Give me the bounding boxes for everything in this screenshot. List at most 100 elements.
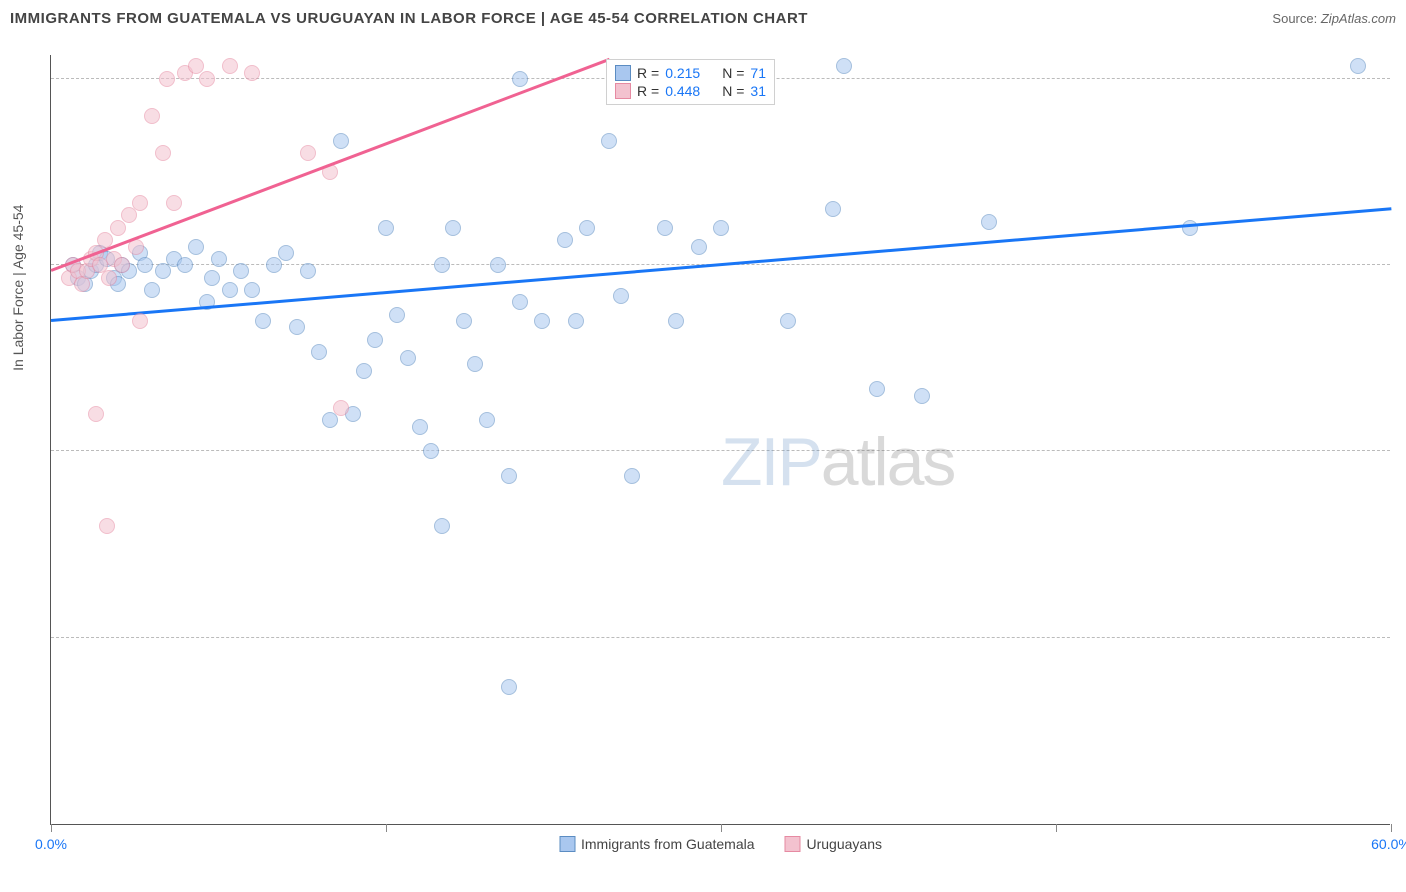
source-name: ZipAtlas.com [1321,11,1396,26]
scatter-point-guatemala [657,220,673,236]
legend-label: Uruguayans [807,836,883,852]
scatter-point-guatemala [137,257,153,273]
scatter-point-guatemala [188,239,204,255]
plot-area: 55.0%70.0%85.0%100.0%0.0%60.0%ZIPatlasR … [50,55,1390,825]
x-tick-label: 0.0% [35,836,67,852]
scatter-point-uruguay [222,58,238,74]
source-prefix: Source: [1272,11,1317,26]
scatter-point-guatemala [300,263,316,279]
scatter-point-uruguay [155,145,171,161]
y-axis-label: In Labor Force | Age 45-54 [10,205,26,371]
chart-title: IMMIGRANTS FROM GUATEMALA VS URUGUAYAN I… [10,10,808,27]
legend-swatch-guatemala [559,836,575,852]
y-tick-label: 70.0% [1396,427,1406,443]
y-tick-label: 55.0% [1396,614,1406,630]
scatter-point-guatemala [501,468,517,484]
scatter-point-guatemala [322,412,338,428]
scatter-point-guatemala [467,356,483,372]
scatter-point-guatemala [557,232,573,248]
scatter-point-guatemala [1350,58,1366,74]
scatter-point-guatemala [624,468,640,484]
scatter-point-uruguay [166,195,182,211]
scatter-point-uruguay [132,195,148,211]
trend-line-uruguay [51,58,610,271]
scatter-point-guatemala [601,133,617,149]
chart-container: IMMIGRANTS FROM GUATEMALA VS URUGUAYAN I… [0,0,1406,892]
scatter-point-uruguay [300,145,316,161]
legend-item-guatemala: Immigrants from Guatemala [559,836,755,852]
scatter-point-guatemala [825,201,841,217]
scatter-point-guatemala [423,443,439,459]
scatter-point-guatemala [356,363,372,379]
scatter-point-guatemala [204,270,220,286]
x-tick-mark [386,824,387,832]
scatter-point-guatemala [713,220,729,236]
x-tick-label: 60.0% [1371,836,1406,852]
scatter-point-guatemala [691,239,707,255]
y-tick-label: 85.0% [1396,241,1406,257]
scatter-point-guatemala [144,282,160,298]
scatter-point-guatemala [311,344,327,360]
stats-legend: R =0.215N =71R =0.448N =31 [606,59,775,105]
scatter-point-uruguay [110,220,126,236]
scatter-point-guatemala [456,313,472,329]
stats-row-uruguay: R =0.448N =31 [615,82,766,100]
scatter-point-guatemala [333,133,349,149]
scatter-point-guatemala [445,220,461,236]
x-tick-mark [721,824,722,832]
scatter-point-guatemala [378,220,394,236]
legend-swatch-uruguay [785,836,801,852]
scatter-point-guatemala [222,282,238,298]
legend-label: Immigrants from Guatemala [581,836,755,852]
scatter-point-guatemala [668,313,684,329]
stat-n-label: N = [722,65,744,81]
scatter-point-guatemala [501,679,517,695]
scatter-point-uruguay [121,207,137,223]
scatter-point-guatemala [568,313,584,329]
x-tick-mark [1391,824,1392,832]
scatter-point-guatemala [534,313,550,329]
scatter-point-uruguay [99,518,115,534]
x-tick-mark [1056,824,1057,832]
scatter-point-guatemala [434,518,450,534]
legend-swatch-guatemala [615,65,631,81]
scatter-point-guatemala [177,257,193,273]
stat-r-label: R = [637,83,659,99]
legend-item-uruguay: Uruguayans [785,836,883,852]
series-legend: Immigrants from Guatemala Uruguayans [559,836,882,852]
scatter-point-uruguay [199,71,215,87]
scatter-point-guatemala [211,251,227,267]
chart-header: IMMIGRANTS FROM GUATEMALA VS URUGUAYAN I… [10,10,1396,27]
scatter-point-uruguay [144,108,160,124]
stat-n-value: 71 [750,65,766,81]
legend-swatch-uruguay [615,83,631,99]
scatter-point-uruguay [101,270,117,286]
scatter-point-guatemala [780,313,796,329]
scatter-point-guatemala [266,257,282,273]
scatter-point-guatemala [1182,220,1198,236]
scatter-point-guatemala [255,313,271,329]
scatter-point-guatemala [613,288,629,304]
x-tick-mark [51,824,52,832]
scatter-point-guatemala [914,388,930,404]
stat-n-value: 31 [750,83,766,99]
stat-n-label: N = [722,83,744,99]
scatter-point-guatemala [367,332,383,348]
scatter-point-guatemala [579,220,595,236]
scatter-point-guatemala [434,257,450,273]
scatter-point-guatemala [233,263,249,279]
scatter-point-guatemala [512,71,528,87]
scatter-point-uruguay [114,257,130,273]
scatter-point-uruguay [132,313,148,329]
scatter-point-uruguay [244,65,260,81]
scatter-point-guatemala [412,419,428,435]
scatter-point-guatemala [289,319,305,335]
stats-row-guatemala: R =0.215N =71 [615,64,766,82]
scatter-point-guatemala [479,412,495,428]
scatter-point-guatemala [278,245,294,261]
stat-r-value: 0.215 [665,65,700,81]
scatter-point-guatemala [400,350,416,366]
source-attribution: Source: ZipAtlas.com [1272,11,1396,26]
gridline-h [51,450,1390,451]
scatter-point-guatemala [981,214,997,230]
